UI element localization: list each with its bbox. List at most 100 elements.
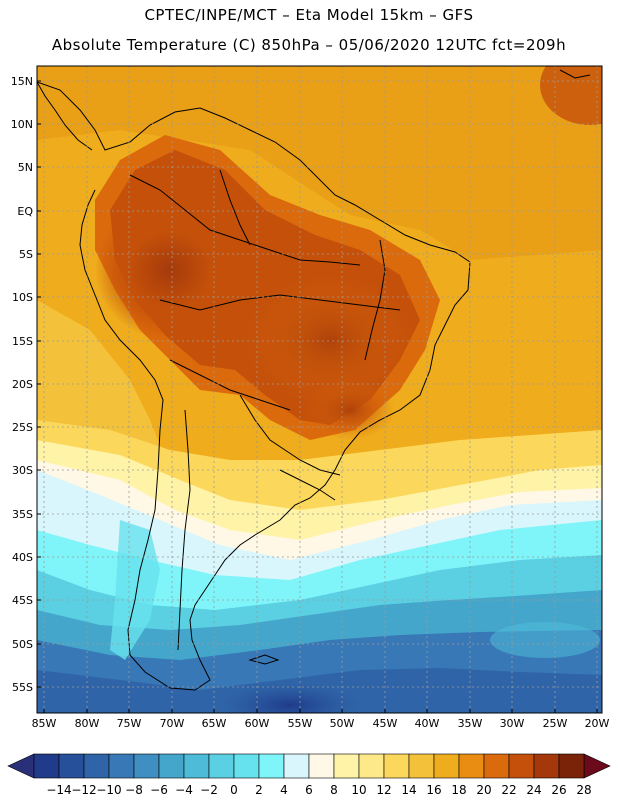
colorbar-swatch bbox=[133, 753, 160, 779]
lat-label: EQ bbox=[17, 205, 33, 218]
colorbar-swatch bbox=[108, 753, 135, 779]
field-ocean-streak bbox=[490, 622, 600, 658]
colorbar-tick-label: 10 bbox=[351, 783, 366, 797]
colorbar-tick-label: −2 bbox=[200, 783, 218, 797]
colorbar-swatch bbox=[283, 753, 310, 779]
falkland-islands bbox=[248, 654, 280, 665]
colorbar-swatch bbox=[408, 753, 435, 779]
lat-label: 45S bbox=[12, 594, 33, 607]
border-brazil-states bbox=[364, 239, 386, 361]
colorbar-tick-label: 26 bbox=[551, 783, 566, 797]
border-uruguay bbox=[279, 469, 336, 501]
field-caribbean-warm bbox=[540, 66, 602, 125]
lon-label: 35W bbox=[458, 717, 483, 730]
lat-label: 30S bbox=[12, 464, 33, 477]
lat-ticks bbox=[37, 80, 41, 688]
colorbar-swatch bbox=[433, 753, 460, 779]
lon-label: 40W bbox=[415, 717, 440, 730]
colorbar-tick-label: 2 bbox=[255, 783, 263, 797]
border-venezuela bbox=[219, 169, 251, 246]
lat-label: 10N bbox=[11, 118, 33, 131]
coastlines bbox=[37, 69, 591, 691]
colorbar-tick-label: −10 bbox=[96, 783, 121, 797]
colorbar-tick-label: −12 bbox=[71, 783, 96, 797]
colorbar-swatch bbox=[258, 753, 285, 779]
colorbar-swatch bbox=[333, 753, 360, 779]
title-line-2: Absolute Temperature (C) 850hPa – 05/06/… bbox=[51, 36, 567, 54]
lat-label: 10S bbox=[12, 291, 33, 304]
field-patagonia bbox=[110, 520, 160, 660]
colorbar-swatch bbox=[233, 753, 260, 779]
lat-labels: 15N 10N 5N EQ 5S 10S 15S 20S 25S 30S 35S… bbox=[11, 75, 34, 694]
south-america-coastline bbox=[37, 81, 471, 691]
field-southeast-core bbox=[305, 380, 395, 440]
map-frame bbox=[36, 65, 603, 714]
title-line-1: CPTEC/INPE/MCT – Eta Model 15km – GFS bbox=[144, 6, 474, 24]
colorbar-tick-label: 8 bbox=[330, 783, 338, 797]
colorbar-swatch bbox=[508, 753, 535, 779]
lon-label: 65W bbox=[202, 717, 227, 730]
lon-label: 85W bbox=[32, 717, 57, 730]
colorbar-high-arrow bbox=[583, 753, 611, 779]
border-paraguay bbox=[239, 394, 341, 476]
lon-label: 50W bbox=[330, 717, 355, 730]
colorbar-tick-label: −8 bbox=[125, 783, 143, 797]
colorbar-tick-label: 22 bbox=[501, 783, 516, 797]
lon-label: 70W bbox=[160, 717, 185, 730]
lat-label: 55S bbox=[12, 681, 33, 694]
colorbar-swatch bbox=[208, 753, 235, 779]
colorbar-tick-label: 20 bbox=[476, 783, 491, 797]
colorbar-low-arrow bbox=[7, 753, 35, 779]
colorbar-swatch bbox=[358, 753, 385, 779]
lat-label: 20S bbox=[12, 378, 33, 391]
gridlines bbox=[37, 66, 602, 713]
lon-label: 80W bbox=[75, 717, 100, 730]
lat-label: 5S bbox=[19, 248, 33, 261]
colorbar-tick-label: 18 bbox=[451, 783, 466, 797]
lat-label: 50S bbox=[12, 638, 33, 651]
colorbar-tick-label: 14 bbox=[401, 783, 416, 797]
colorbar-tick-label: 6 bbox=[305, 783, 313, 797]
colorbar-swatch bbox=[383, 753, 410, 779]
colorbar: −14 −12 −10 −8 −6 −4 −2 0 2 4 6 8 10 12 14 16 18 20 22 24 26… bbox=[7, 753, 611, 797]
colorbar-tick-label: −4 bbox=[175, 783, 193, 797]
lon-label: 75W bbox=[117, 717, 142, 730]
lon-label: 30W bbox=[500, 717, 525, 730]
colorbar-swatch bbox=[58, 753, 85, 779]
border-amazon bbox=[159, 294, 401, 311]
colorbar-swatch bbox=[458, 753, 485, 779]
lat-label: 25S bbox=[12, 421, 33, 434]
colorbar-tick-label: 24 bbox=[526, 783, 541, 797]
lon-label: 45W bbox=[373, 717, 398, 730]
colorbar-tick-label: 16 bbox=[426, 783, 441, 797]
colorbar-tick-label: −6 bbox=[150, 783, 168, 797]
caribbean-islands bbox=[559, 69, 591, 79]
colorbar-boxes bbox=[33, 753, 585, 779]
colorbar-tick-label: 28 bbox=[576, 783, 591, 797]
lat-label: 5N bbox=[18, 161, 33, 174]
colorbar-swatch bbox=[533, 753, 560, 779]
colorbar-swatch bbox=[558, 753, 585, 779]
colorbar-tick-label: −14 bbox=[46, 783, 71, 797]
central-america-coast bbox=[37, 81, 93, 151]
field-amazon-core bbox=[95, 200, 245, 340]
lon-label: 60W bbox=[245, 717, 270, 730]
field-tropical-ocean bbox=[37, 66, 602, 260]
colorbar-swatch bbox=[483, 753, 510, 779]
field-central-brazil-core bbox=[245, 275, 415, 405]
colorbar-swatch bbox=[308, 753, 335, 779]
temperature-field bbox=[37, 66, 602, 713]
border-bolivia bbox=[169, 359, 291, 411]
colorbar-swatch bbox=[33, 753, 60, 779]
border-north bbox=[129, 174, 361, 266]
colorbar-tick-label: 0 bbox=[230, 783, 238, 797]
lat-label: 15N bbox=[11, 75, 33, 88]
lon-label: 55W bbox=[288, 717, 313, 730]
lon-ticks bbox=[43, 709, 598, 713]
lon-labels: 85W 80W 75W 70W 65W 60W 55W 50W 45W 40W … bbox=[32, 717, 610, 730]
colorbar-tick-label: 12 bbox=[376, 783, 391, 797]
colorbar-swatch bbox=[183, 753, 210, 779]
colorbar-swatch bbox=[158, 753, 185, 779]
field-cold-core bbox=[220, 683, 360, 713]
